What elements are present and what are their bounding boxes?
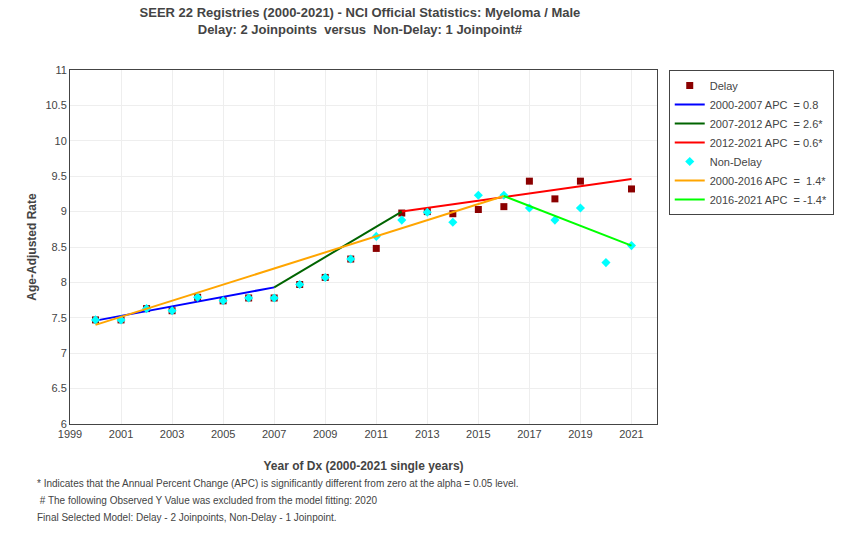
svg-text:1999: 1999 bbox=[58, 428, 82, 440]
svg-text:11: 11 bbox=[55, 64, 66, 76]
svg-text:8.5: 8.5 bbox=[52, 241, 67, 253]
svg-text:2016-2021 APC = -1.4*: 2016-2021 APC = -1.4* bbox=[710, 194, 827, 206]
svg-text:2000-2016 APC = 1.4*: 2000-2016 APC = 1.4* bbox=[710, 175, 827, 187]
svg-text:9: 9 bbox=[61, 205, 67, 217]
svg-text:2012-2021 APC = 0.6*: 2012-2021 APC = 0.6* bbox=[710, 137, 824, 149]
svg-text:Age-Adjusted Rate: Age-Adjusted Rate bbox=[25, 193, 39, 301]
svg-text:# The following Observed Y Val: # The following Observed Y Value was exc… bbox=[37, 495, 377, 506]
svg-text:2001: 2001 bbox=[109, 428, 133, 440]
svg-text:2015: 2015 bbox=[466, 428, 490, 440]
svg-text:2011: 2011 bbox=[364, 428, 388, 440]
svg-text:6.5: 6.5 bbox=[52, 382, 67, 394]
svg-text:2003: 2003 bbox=[160, 428, 184, 440]
svg-text:* Indicates that the Annual Pe: * Indicates that the Annual Percent Chan… bbox=[37, 478, 518, 489]
svg-text:9.5: 9.5 bbox=[52, 170, 67, 182]
svg-text:2021: 2021 bbox=[619, 428, 643, 440]
svg-text:10: 10 bbox=[55, 135, 67, 147]
svg-text:2007-2012 APC = 2.6*: 2007-2012 APC = 2.6* bbox=[710, 118, 824, 130]
svg-text:7.5: 7.5 bbox=[52, 312, 67, 324]
svg-text:Year of Dx (2000-2021 single y: Year of Dx (2000-2021 single years) bbox=[263, 459, 463, 473]
svg-text:2009: 2009 bbox=[313, 428, 337, 440]
svg-text:Non-Delay: Non-Delay bbox=[710, 156, 762, 168]
svg-text:10.5: 10.5 bbox=[45, 99, 66, 111]
svg-text:2000-2007 APC = 0.8: 2000-2007 APC = 0.8 bbox=[710, 99, 819, 111]
svg-text:2005: 2005 bbox=[211, 428, 235, 440]
svg-text:2017: 2017 bbox=[517, 428, 541, 440]
svg-text:2013: 2013 bbox=[415, 428, 439, 440]
svg-text:Delay: Delay bbox=[710, 80, 739, 92]
svg-text:2007: 2007 bbox=[262, 428, 286, 440]
svg-text:SEER 22 Registries (2000-2021): SEER 22 Registries (2000-2021) - NCI Off… bbox=[140, 5, 581, 37]
svg-text:8: 8 bbox=[61, 276, 67, 288]
svg-text:7: 7 bbox=[61, 347, 67, 359]
svg-text:Final Selected Model: Delay -: Final Selected Model: Delay - 2 Joinpoin… bbox=[37, 512, 337, 523]
svg-text:2019: 2019 bbox=[568, 428, 592, 440]
svg-text:6: 6 bbox=[61, 418, 67, 430]
